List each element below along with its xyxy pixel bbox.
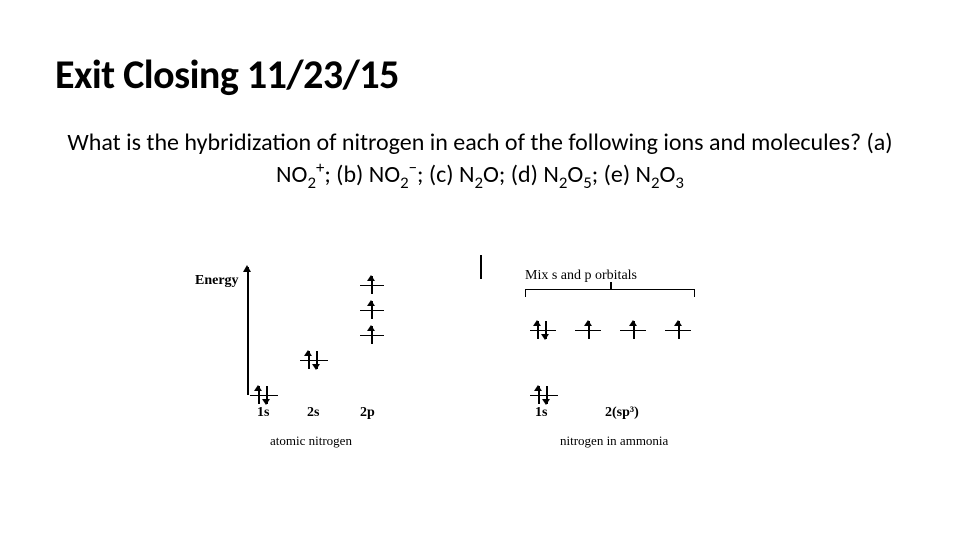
center-divider <box>480 255 482 279</box>
arrow-2p-1 <box>362 265 382 281</box>
label-sp3: 2(sp³) <box>605 405 639 421</box>
arrow-sp3-2 <box>579 310 599 326</box>
slide-title: Exit Closing 11/23/15 <box>55 50 905 99</box>
orbital-1s-left <box>250 395 278 396</box>
arrow-1s-right <box>533 375 553 391</box>
energy-axis <box>247 267 249 395</box>
orbital-1s-right <box>530 395 558 396</box>
arrow-2p-2 <box>362 290 382 306</box>
part-c-sub: 2 <box>474 172 483 193</box>
arrow-2s <box>303 340 323 356</box>
part-c: ; (c) N <box>417 160 474 189</box>
label-1s-right: 1s <box>535 405 547 421</box>
part-e-tail: O <box>660 160 676 189</box>
question-text: What is the hybridization of nitrogen in… <box>55 127 905 192</box>
part-b: ; (b) NO <box>324 160 400 189</box>
bracket-icon <box>525 289 695 297</box>
part-c-tail: O; (d) N <box>483 160 559 189</box>
label-1s-left: 1s <box>257 405 269 421</box>
label-2p-left: 2p <box>360 405 375 421</box>
orbital-sp3-1 <box>530 330 556 331</box>
part-e-sub: 2 <box>651 172 660 193</box>
mix-label: Mix s and p orbitals <box>525 268 637 284</box>
energy-axis-arrow-icon <box>243 265 251 272</box>
energy-label: Energy <box>195 273 239 289</box>
label-2s-left: 2s <box>307 405 319 421</box>
part-d-tail: O <box>567 160 583 189</box>
question-prefix: What is the hybridization of nitrogen in… <box>67 128 866 157</box>
arrow-2p-3 <box>362 315 382 331</box>
part-e: ; (e) N <box>592 160 651 189</box>
arrow-sp3-1 <box>532 310 552 326</box>
part-b-sup: − <box>409 157 417 178</box>
orbital-2s <box>300 360 328 361</box>
part-d-sub2: 5 <box>583 172 592 193</box>
caption-right: nitrogen in ammonia <box>560 433 668 449</box>
arrow-sp3-4 <box>669 310 689 326</box>
caption-left: atomic nitrogen <box>270 433 352 449</box>
part-a-sub: 2 <box>307 172 316 193</box>
arrow-1s-left <box>253 375 273 391</box>
orbital-diagram: Energy 1s 2s 2p atomic nitrogen Mix s an… <box>195 255 815 485</box>
part-b-sub: 2 <box>400 172 409 193</box>
part-e-sub2: 3 <box>675 172 684 193</box>
arrow-sp3-3 <box>624 310 644 326</box>
